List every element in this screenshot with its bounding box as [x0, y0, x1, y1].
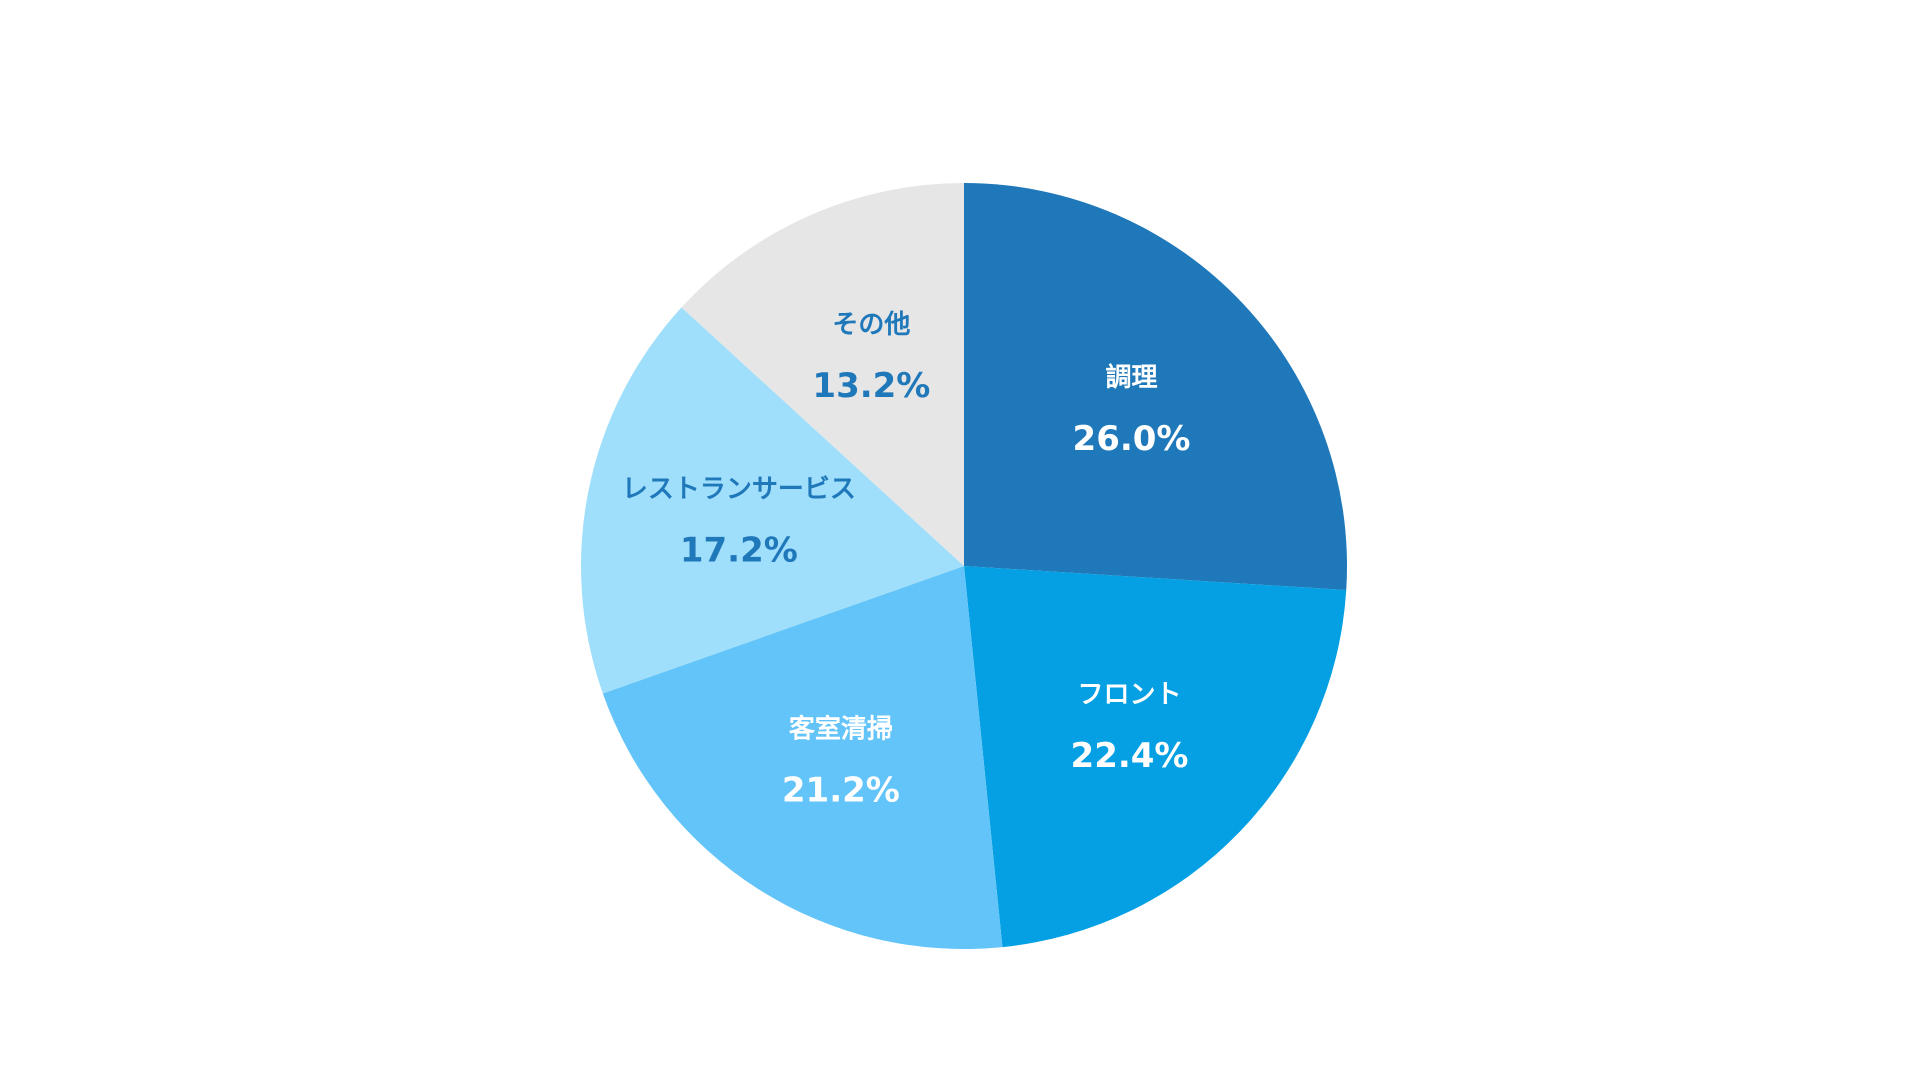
- slice-label: フロント: [1078, 680, 1182, 710]
- pie-slice: [580, 307, 964, 694]
- slice-label: その他: [832, 310, 910, 340]
- value-label: 21.2%: [782, 771, 900, 811]
- pie-slice: [964, 566, 1347, 948]
- value-label: 26.0%: [1073, 419, 1191, 459]
- value-label: 13.2%: [812, 366, 930, 406]
- pie-slice: [602, 566, 1003, 949]
- slice-label: 客室清掃: [789, 714, 893, 745]
- value-label: 22.4%: [1071, 736, 1189, 776]
- slice-label: レストランサービス: [622, 475, 856, 505]
- slice-label: 調理: [1106, 362, 1158, 393]
- value-label: 17.2%: [680, 531, 798, 571]
- pie-slice: [964, 183, 1348, 591]
- pie-slice: [681, 183, 964, 566]
